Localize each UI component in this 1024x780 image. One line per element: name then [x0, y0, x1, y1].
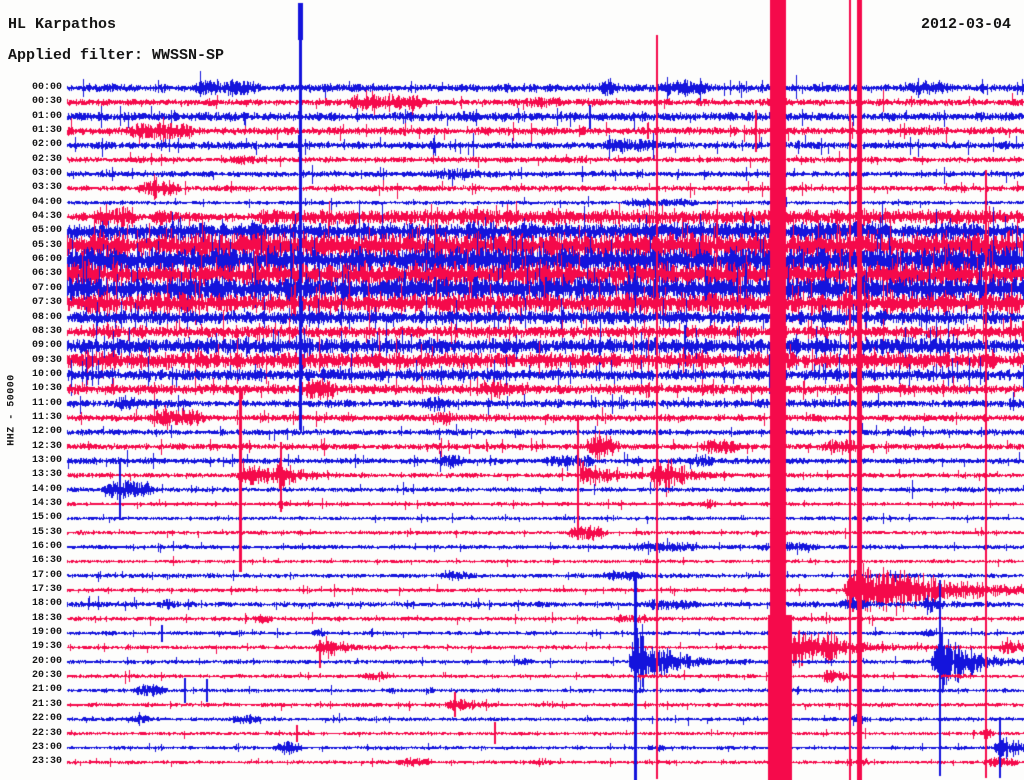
time-label-09:00: 09:00 — [31, 340, 62, 351]
time-label-02:30: 02:30 — [31, 154, 62, 165]
time-label-04:00: 04:00 — [31, 197, 62, 208]
time-label-06:30: 06:30 — [31, 268, 62, 279]
time-label-10:30: 10:30 — [31, 383, 62, 394]
time-label-09:30: 09:30 — [31, 355, 62, 366]
time-label-13:00: 13:00 — [31, 455, 62, 466]
time-label-03:00: 03:00 — [31, 168, 62, 179]
time-label-16:30: 16:30 — [31, 555, 62, 566]
time-label-12:30: 12:30 — [31, 441, 62, 452]
time-label-18:30: 18:30 — [31, 613, 62, 624]
time-label-11:00: 11:00 — [31, 398, 62, 409]
time-label-19:30: 19:30 — [31, 641, 62, 652]
applied-filter-label: Applied filter: WWSSN-SP — [8, 47, 225, 64]
station-name: HL Karpathos — [8, 16, 117, 33]
time-label-17:30: 17:30 — [31, 584, 62, 595]
time-label-23:00: 23:00 — [31, 742, 62, 753]
time-label-05:30: 05:30 — [31, 240, 62, 251]
time-label-22:30: 22:30 — [31, 728, 62, 739]
time-label-17:00: 17:00 — [31, 570, 62, 581]
time-label-01:00: 01:00 — [31, 111, 62, 122]
time-label-18:00: 18:00 — [31, 598, 62, 609]
time-label-08:30: 08:30 — [31, 326, 62, 337]
time-label-04:30: 04:30 — [31, 211, 62, 222]
time-label-12:00: 12:00 — [31, 426, 62, 437]
time-label-10:00: 10:00 — [31, 369, 62, 380]
time-label-20:00: 20:00 — [31, 656, 62, 667]
time-label-00:30: 00:30 — [31, 96, 62, 107]
channel-gain-axis-label: HHZ - 50000 — [6, 374, 18, 446]
time-label-14:00: 14:00 — [31, 484, 62, 495]
time-label-03:30: 03:30 — [31, 182, 62, 193]
time-label-21:00: 21:00 — [31, 684, 62, 695]
time-label-07:00: 07:00 — [31, 283, 62, 294]
time-label-02:00: 02:00 — [31, 139, 62, 150]
time-label-06:00: 06:00 — [31, 254, 62, 265]
time-label-07:30: 07:30 — [31, 297, 62, 308]
time-label-19:00: 19:00 — [31, 627, 62, 638]
time-label-15:00: 15:00 — [31, 512, 62, 523]
time-label-08:00: 08:00 — [31, 312, 62, 323]
time-label-23:30: 23:30 — [31, 756, 62, 767]
time-label-13:30: 13:30 — [31, 469, 62, 480]
time-label-16:00: 16:00 — [31, 541, 62, 552]
time-label-22:00: 22:00 — [31, 713, 62, 724]
date-label: 2012-03-04 — [920, 16, 1011, 33]
time-label-21:30: 21:30 — [31, 699, 62, 710]
time-label-05:00: 05:00 — [31, 225, 62, 236]
time-label-14:30: 14:30 — [31, 498, 62, 509]
time-label-00:00: 00:00 — [31, 82, 62, 93]
time-label-01:30: 01:30 — [31, 125, 62, 136]
time-label-11:30: 11:30 — [31, 412, 62, 423]
time-label-20:30: 20:30 — [31, 670, 62, 681]
time-label-15:30: 15:30 — [31, 527, 62, 538]
